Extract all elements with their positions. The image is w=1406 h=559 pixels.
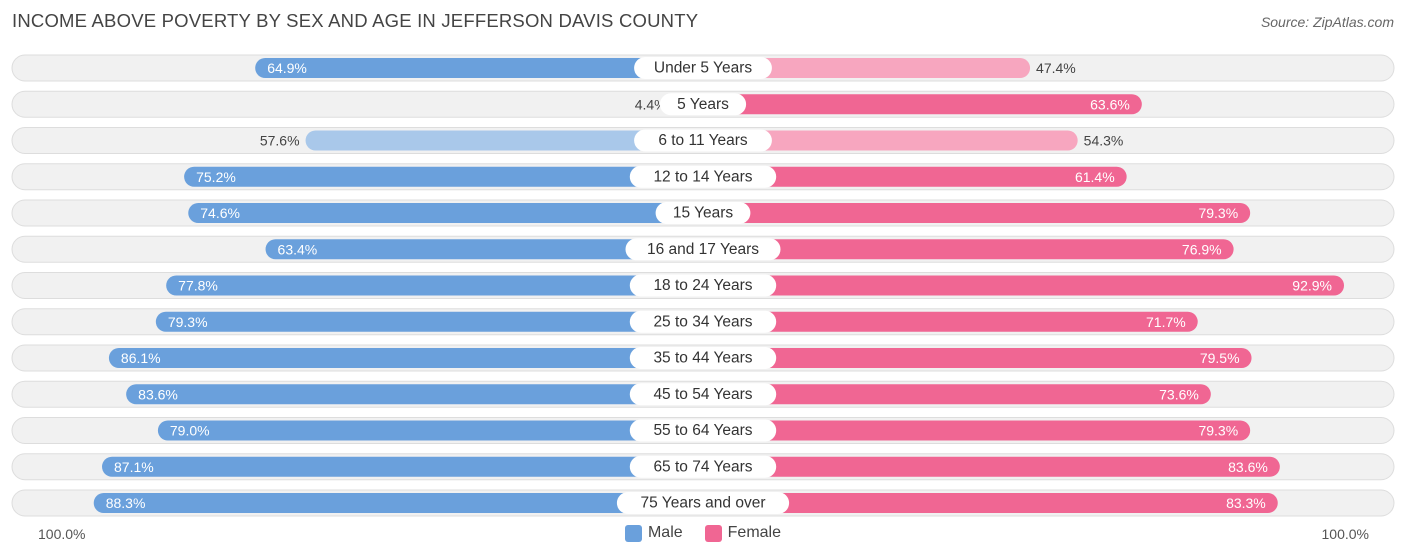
category-pill [634,129,772,152]
female-bar [703,94,1142,115]
male-value-label: 83.6% [138,386,178,402]
axis-left-label: 100.0% [38,526,86,542]
female-value-label: 63.6% [1090,96,1130,112]
male-value-label: 75.2% [196,169,236,185]
category-pill [629,165,777,188]
category-label: 15 Years [673,205,734,222]
category-pill [625,238,781,261]
category-pill [655,202,751,224]
legend: Male Female [0,524,1406,542]
male-value-label: 64.9% [267,60,307,76]
female-bar [703,239,1234,260]
source-label: Source: ZipAtlas.com [1260,14,1394,30]
female-bar [703,493,1278,513]
female-value-label: 73.6% [1159,386,1199,402]
category-label: 5 Years [677,96,729,113]
category-label: 12 to 14 Years [653,168,752,185]
category-label: Under 5 Years [654,60,752,77]
female-value-label: 61.4% [1075,169,1115,185]
female-bar [703,384,1211,405]
category-label: 75 Years and over [641,495,766,512]
female-value-label: 83.6% [1228,459,1268,475]
female-bar [703,58,1031,78]
category-pill [629,455,777,478]
category-label: 18 to 24 Years [653,277,752,294]
female-value-label: 79.3% [1198,423,1238,439]
female-value-label: 83.3% [1226,495,1266,511]
chart-title: INCOME ABOVE POVERTY BY SEX AND AGE IN J… [12,10,699,31]
male-bar [102,456,703,477]
male-bar [265,239,703,260]
female-value-label: 47.4% [1036,60,1076,76]
female-bar [703,311,1198,332]
female-swatch [704,524,722,542]
category-label: 65 to 74 Years [653,458,752,475]
category-pill [629,274,777,297]
category-label: 16 and 17 Years [647,241,759,258]
bar-chart: 64.9% 47.4% Under 5 Years 4.4% 63.6% 5 Years 5… [11,54,1395,517]
category-pill [659,93,747,116]
category-label: 45 to 54 Years [653,386,752,403]
male-bar [155,311,703,332]
category-pill [629,383,777,406]
legend-item-male: Male [624,524,683,542]
category-label: 55 to 64 Years [653,422,752,439]
female-value-label: 54.3% [1084,133,1124,149]
female-bar [703,166,1127,187]
male-value-label: 57.6% [260,133,300,149]
category-pill [629,419,777,442]
female-bar [703,348,1252,368]
male-value-label: 77.8% [178,278,218,294]
female-value-label: 92.9% [1292,278,1332,294]
male-bar [166,275,703,296]
female-bar [703,203,1251,223]
male-value-label: 86.1% [121,350,161,366]
male-value-label: 79.3% [168,314,208,330]
category-label: 6 to 11 Years [658,132,748,149]
category-pill [634,57,772,79]
legend-item-female: Female [704,524,782,542]
legend-male-label: Male [647,524,683,541]
category-pill [629,310,777,333]
male-bar [184,166,703,187]
male-value-label: 74.6% [200,205,240,221]
male-value-label: 79.0% [170,423,210,439]
male-bar [188,203,703,223]
male-bar [305,130,703,151]
female-value-label: 71.7% [1146,314,1186,330]
male-swatch [624,524,642,542]
male-value-label: 88.3% [106,495,146,511]
category-pill [616,492,790,514]
legend-female-label: Female [727,524,782,541]
category-label: 25 to 34 Years [653,313,752,330]
female-value-label: 79.5% [1200,350,1240,366]
male-bar [93,493,704,513]
category-pill [629,347,777,369]
male-value-label: 63.4% [278,241,318,257]
female-value-label: 79.3% [1198,205,1238,221]
female-value-label: 76.9% [1182,241,1222,257]
male-value-label: 87.1% [114,459,154,475]
male-bar [108,348,703,368]
male-bar [255,58,703,78]
female-bar [703,420,1251,441]
male-value-label: 4.4% [635,96,667,112]
male-bar [126,384,703,405]
category-label: 35 to 44 Years [653,350,752,367]
female-bar [703,130,1078,151]
female-bar [703,456,1280,477]
male-bar [157,420,703,441]
axis-right-label: 100.0% [1321,526,1369,542]
female-bar [703,275,1345,296]
